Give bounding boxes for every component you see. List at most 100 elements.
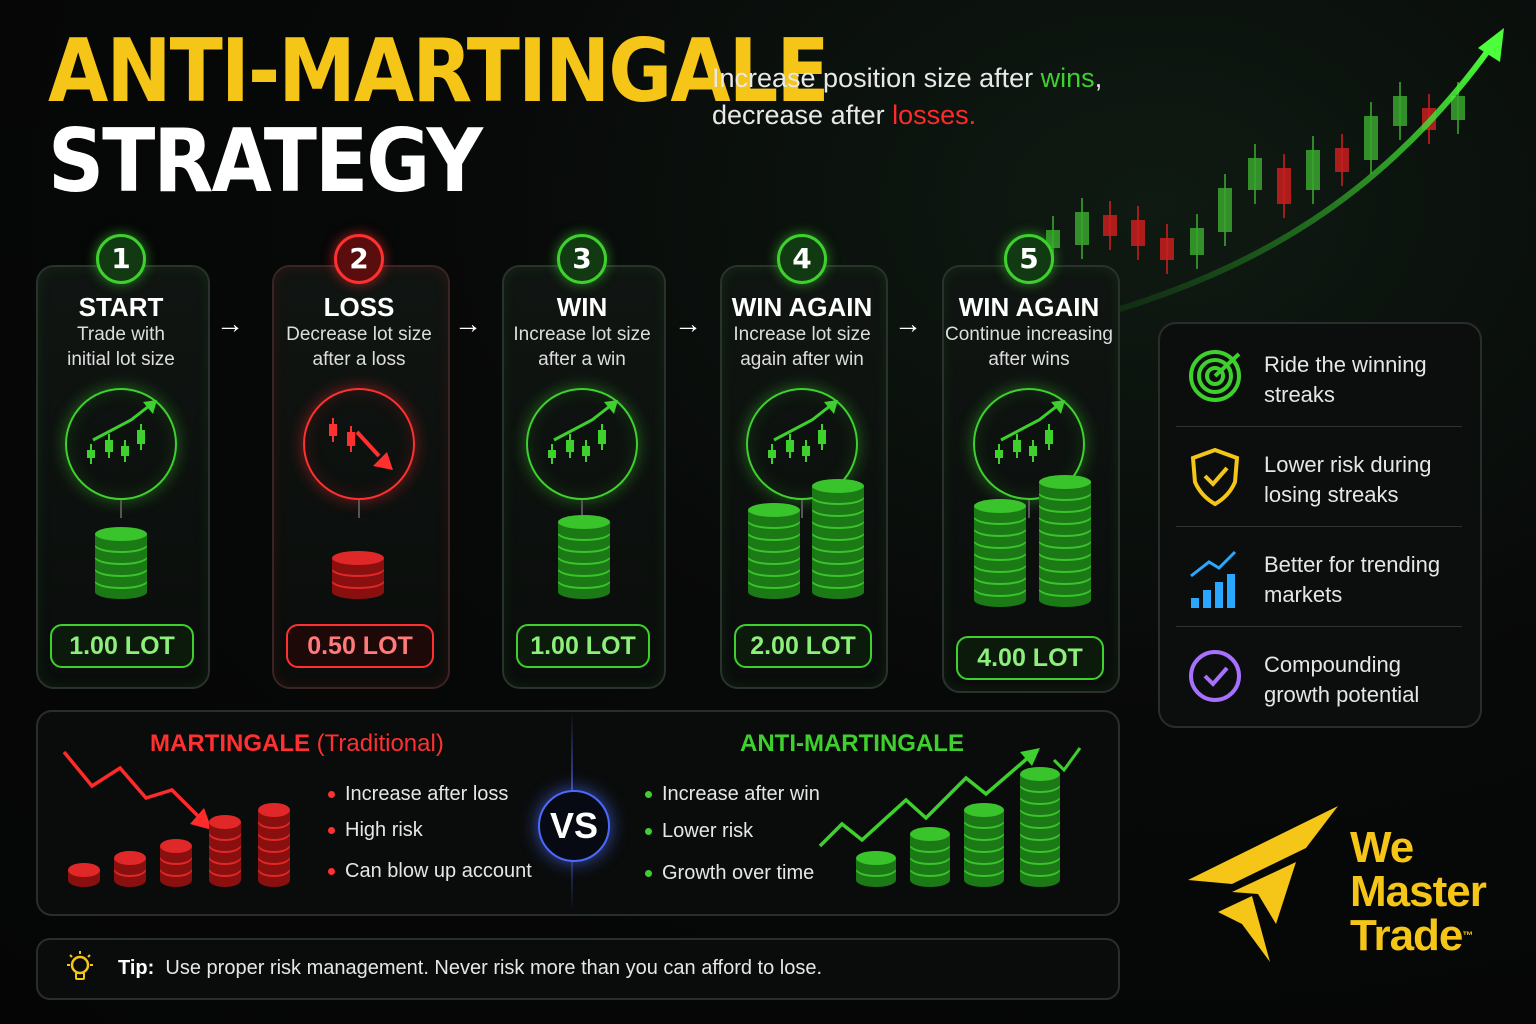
coin-bottom — [812, 561, 864, 575]
coin-bottom — [748, 561, 800, 575]
benefit-line1: Lower risk during — [1264, 452, 1432, 477]
coin-bottom — [812, 489, 864, 503]
bar-growth-icon — [1190, 550, 1237, 608]
bg-candle — [1248, 158, 1262, 190]
coin — [812, 479, 864, 493]
checkmark-icon — [1052, 747, 1082, 773]
tip-body: Use proper risk management. Never risk m… — [165, 957, 823, 979]
subtitle-period: . — [968, 100, 977, 130]
coin-bottom — [258, 861, 290, 875]
coin-bottom — [910, 849, 950, 863]
step-desc-line2: again after win — [740, 349, 864, 370]
coin-bottom — [95, 573, 147, 587]
coin-bottom — [748, 585, 800, 599]
coin-bottom — [1020, 849, 1060, 863]
step-card-1 — [36, 265, 210, 689]
tip-banner — [36, 938, 1120, 1000]
coin-bottom — [856, 861, 896, 875]
coin-bottom — [1020, 777, 1060, 791]
coin-bottom — [258, 873, 290, 887]
coin-bottom — [1039, 545, 1091, 559]
step-number-badge: 4 — [777, 234, 827, 284]
coin-bottom — [332, 573, 384, 587]
benefit-separator — [1176, 426, 1462, 427]
coin-bottom — [558, 561, 610, 575]
lot-size-badge: 2.00 LOT — [734, 624, 872, 668]
logo-text: We Master Trade™ — [1350, 826, 1487, 960]
coin — [95, 527, 147, 541]
coin-bottom — [856, 873, 896, 887]
logo-line3: Trade — [1350, 911, 1463, 960]
benefit-item: Better for trending markets — [1264, 550, 1464, 610]
benefit-line2: growth potential — [1264, 682, 1420, 707]
coin — [974, 499, 1026, 513]
coin — [114, 851, 146, 865]
step-desc-line2: initial lot size — [67, 349, 175, 370]
coin-bottom — [964, 849, 1004, 863]
right-arrow-icon: → — [216, 308, 244, 339]
candles-down-icon — [303, 388, 415, 500]
step-description: Trade with initial lot size — [31, 322, 211, 372]
coin-bottom — [748, 573, 800, 587]
coin — [258, 803, 290, 817]
step-number-badge: 1 — [96, 234, 146, 284]
bg-candle — [1306, 150, 1320, 190]
coin-bottom — [748, 525, 800, 539]
coin-bottom — [1020, 861, 1060, 875]
coin-bottom — [1039, 497, 1091, 511]
coin-bottom — [1039, 521, 1091, 535]
step-title: WIN — [556, 292, 608, 322]
coin-bottom — [209, 837, 241, 851]
coin-bottom — [332, 561, 384, 575]
coin — [209, 815, 241, 829]
coin-bottom — [964, 861, 1004, 875]
coin-bottom — [974, 533, 1026, 547]
connector-line — [358, 500, 360, 518]
red-bullet-icon — [328, 791, 335, 798]
rising-candlestick-chart — [1046, 28, 1504, 315]
subtitle-losses: losses — [892, 100, 969, 130]
benefit-separator — [1176, 526, 1462, 527]
coin-bottom — [974, 593, 1026, 607]
coin-bottom — [558, 549, 610, 563]
up-candles-icon — [87, 400, 157, 464]
coin-bottom — [974, 545, 1026, 559]
coin-bottom — [114, 861, 146, 875]
step-title: WIN AGAIN — [731, 292, 873, 322]
lot-size-badge: 4.00 LOT — [956, 636, 1104, 680]
benefit-line2: streaks — [1264, 382, 1335, 407]
coin-bottom — [209, 873, 241, 887]
page-subtitle: Increase position size after wins, decre… — [712, 60, 1102, 134]
vs-badge: VS — [538, 790, 610, 862]
anti-martingale-graphic — [818, 747, 1082, 887]
coin — [856, 851, 896, 865]
benefit-line1: Ride the winning — [1264, 352, 1427, 377]
coin-bottom — [114, 873, 146, 887]
step-desc-line2: after a win — [538, 349, 626, 370]
bg-candle — [1335, 148, 1349, 172]
bg-candle — [1190, 228, 1204, 255]
coin-bottom — [558, 537, 610, 551]
subtitle-wins: wins — [1040, 63, 1095, 93]
coin-bottom — [95, 549, 147, 563]
green-bullet-icon — [645, 828, 652, 835]
coin-bottom — [558, 525, 610, 539]
coin-bottom — [964, 825, 1004, 839]
coin-bottom — [1039, 593, 1091, 607]
coin-bottom — [748, 549, 800, 563]
lot-size-badge: 1.00 LOT — [50, 624, 194, 668]
martingale-title: MARTINGALE (Traditional) — [150, 730, 444, 758]
coin — [910, 827, 950, 841]
coin — [748, 503, 800, 517]
right-arrow-icon: → — [894, 308, 922, 339]
coin — [332, 551, 384, 565]
red-bullet-icon — [328, 827, 335, 834]
connector-line — [1028, 500, 1030, 518]
benefit-item: Ride the winning streaks — [1264, 350, 1464, 410]
martingale-point: Can blow up account — [345, 860, 532, 882]
benefit-item: Compounding growth potential — [1264, 650, 1464, 710]
coin — [1039, 475, 1091, 489]
green-bullet-icon — [645, 791, 652, 798]
